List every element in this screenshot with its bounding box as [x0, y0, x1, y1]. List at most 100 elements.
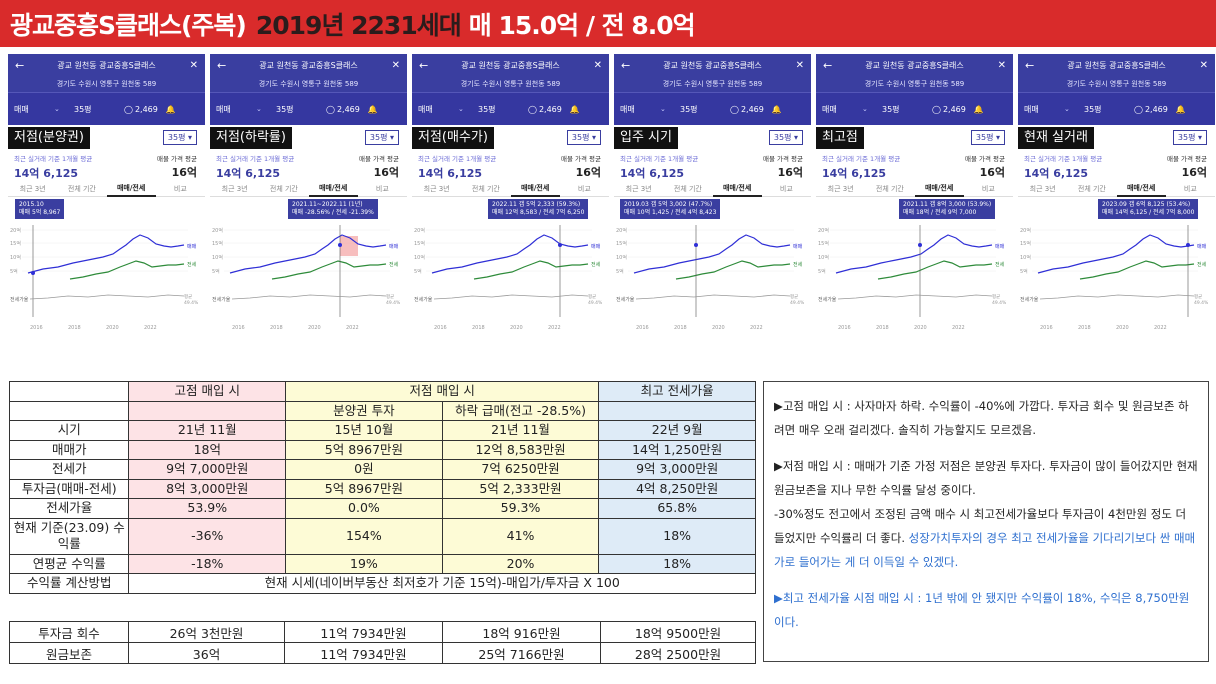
- tab-compare[interactable]: 비교: [981, 184, 995, 193]
- app-header: ← 광교 원천동 광교중흥S클래스 ✕ 경기도 수원시 영통구 원천동 589 …: [1018, 54, 1215, 125]
- size-select-button[interactable]: 35평 ▾: [768, 130, 803, 145]
- back-arrow-icon[interactable]: ←: [621, 58, 631, 72]
- size-dropdown[interactable]: 35평: [1084, 104, 1102, 114]
- comment-button[interactable]: ◯ 2,469: [1134, 105, 1168, 114]
- sale-legend: 매매: [389, 243, 399, 250]
- tab-sale-jeonse[interactable]: 매매/전세: [914, 181, 964, 197]
- trade-type-dropdown[interactable]: 매매: [620, 104, 635, 114]
- bell-icon[interactable]: 🔔: [1175, 104, 1186, 114]
- bell-icon[interactable]: 🔔: [165, 104, 176, 114]
- panel-tag: 저점(매수가): [412, 127, 494, 149]
- x-tick: 2016: [232, 325, 245, 331]
- x-tick: 2020: [106, 325, 119, 331]
- comment-button[interactable]: ◯ 2,469: [932, 105, 966, 114]
- tab-recent[interactable]: 최근 3년: [423, 184, 450, 193]
- tab-all[interactable]: 전체 기간: [1077, 184, 1106, 193]
- comment-button[interactable]: ◯ 2,469: [730, 105, 764, 114]
- size-select-button[interactable]: 35평 ▾: [364, 130, 399, 145]
- bell-icon[interactable]: 🔔: [973, 104, 984, 114]
- close-icon[interactable]: ✕: [593, 59, 602, 71]
- y-tick: 5억: [414, 268, 422, 275]
- close-icon[interactable]: ✕: [997, 59, 1006, 71]
- trade-type-dropdown[interactable]: 매매: [822, 104, 837, 114]
- tab-recent[interactable]: 최근 3년: [827, 184, 854, 193]
- trade-type-dropdown[interactable]: 매매: [14, 104, 29, 114]
- tab-sale-jeonse[interactable]: 매매/전세: [308, 181, 358, 197]
- x-tick: 2016: [1040, 325, 1053, 331]
- y-tick: 20억: [414, 227, 425, 234]
- tab-compare[interactable]: 비교: [779, 184, 793, 193]
- tab-all[interactable]: 전체 기간: [269, 184, 298, 193]
- ratio-avg-label: 평균: [790, 293, 798, 300]
- x-tick: 2018: [674, 325, 687, 331]
- close-icon[interactable]: ✕: [795, 59, 804, 71]
- average-price-value: 16억: [777, 166, 803, 179]
- recent-price-label: 최근 실거래 기준 1개월 평균: [418, 155, 497, 163]
- cell-drop: 25억 7166만원: [442, 642, 601, 664]
- cell-max-ratio: 18%: [598, 553, 756, 574]
- back-arrow-icon[interactable]: ←: [15, 58, 25, 72]
- jeonse-legend: 전세: [187, 261, 197, 268]
- tab-recent[interactable]: 최근 3년: [625, 184, 652, 193]
- trade-type-dropdown[interactable]: 매매: [418, 104, 433, 114]
- y-tick: 5억: [10, 268, 18, 275]
- tab-compare[interactable]: 비교: [1183, 184, 1197, 193]
- back-arrow-icon[interactable]: ←: [1025, 58, 1035, 72]
- recovery-table: 투자금 회수 26억 3천만원 11억 7934만원 18억 916만원 18억…: [9, 621, 756, 664]
- size-select-button[interactable]: 35평 ▾: [970, 130, 1005, 145]
- comment-button[interactable]: ◯ 2,469: [326, 105, 360, 114]
- analysis-notes: ▶고점 매입 시 : 사자마자 하락. 수익률이 -40%에 가깝다. 투자금 …: [763, 381, 1209, 662]
- ratio-avg-label: 평균: [588, 293, 596, 300]
- cell-drop: 41%: [441, 517, 600, 555]
- ratio-label: 전세가율: [818, 296, 837, 303]
- tab-sale-jeonse[interactable]: 매매/전세: [510, 181, 560, 197]
- tab-sale-jeonse[interactable]: 매매/전세: [1116, 181, 1166, 197]
- size-select-button[interactable]: 35평 ▾: [1172, 130, 1207, 145]
- comment-button[interactable]: ◯ 2,469: [124, 105, 158, 114]
- tab-all[interactable]: 전체 기간: [875, 184, 904, 193]
- size-dropdown[interactable]: 35평: [680, 104, 698, 114]
- y-tick: 20억: [1020, 227, 1031, 234]
- tab-all[interactable]: 전체 기간: [673, 184, 702, 193]
- close-icon[interactable]: ✕: [189, 59, 198, 71]
- size-select-button[interactable]: 35평 ▾: [162, 130, 197, 145]
- comment-icon: ◯: [528, 104, 537, 114]
- price-chart-svg: 20억 15억 10억 5억 매매 전세 전세가율: [1020, 225, 1209, 331]
- price-chart-svg: 20억 15억 10억 5억 매매 전세 전세가율: [414, 225, 603, 331]
- x-tick: 2018: [876, 325, 889, 331]
- trade-type-dropdown[interactable]: 매매: [1024, 104, 1039, 114]
- close-icon[interactable]: ✕: [391, 59, 400, 71]
- tab-recent[interactable]: 최근 3년: [1029, 184, 1056, 193]
- jeonse-legend: 전세: [389, 261, 399, 268]
- tab-recent[interactable]: 최근 3년: [221, 184, 248, 193]
- size-dropdown[interactable]: 35평: [882, 104, 900, 114]
- tab-sale-jeonse[interactable]: 매매/전세: [106, 181, 156, 197]
- average-price-label: 매물 가격 평균: [1166, 155, 1207, 163]
- tab-compare[interactable]: 비교: [577, 184, 591, 193]
- back-arrow-icon[interactable]: ←: [823, 58, 833, 72]
- comment-button[interactable]: ◯ 2,469: [528, 105, 562, 114]
- x-tick: 2022: [952, 325, 965, 331]
- trade-type-dropdown[interactable]: 매매: [216, 104, 231, 114]
- size-dropdown[interactable]: 35평: [74, 104, 92, 114]
- tab-recent[interactable]: 최근 3년: [19, 184, 46, 193]
- comment-icon: ◯: [326, 104, 335, 114]
- size-dropdown[interactable]: 35평: [276, 104, 294, 114]
- panel-tag: 저점(분양권): [8, 127, 90, 149]
- tab-compare[interactable]: 비교: [173, 184, 187, 193]
- tab-sale-jeonse[interactable]: 매매/전세: [712, 181, 762, 197]
- back-arrow-icon[interactable]: ←: [419, 58, 429, 72]
- cell-max-ratio: 18억 9500만원: [600, 621, 756, 643]
- back-arrow-icon[interactable]: ←: [217, 58, 227, 72]
- bell-icon[interactable]: 🔔: [569, 104, 580, 114]
- close-icon[interactable]: ✕: [1199, 59, 1208, 71]
- recent-price-value: 14억 6,125: [620, 167, 685, 180]
- tab-all[interactable]: 전체 기간: [67, 184, 96, 193]
- size-select-button[interactable]: 35평 ▾: [566, 130, 601, 145]
- bell-icon[interactable]: 🔔: [771, 104, 782, 114]
- size-dropdown[interactable]: 35평: [478, 104, 496, 114]
- tab-compare[interactable]: 비교: [375, 184, 389, 193]
- tab-all[interactable]: 전체 기간: [471, 184, 500, 193]
- bell-icon[interactable]: 🔔: [367, 104, 378, 114]
- app-screenshot-panel: ← 광교 원천동 광교중흥S클래스 ✕ 경기도 수원시 영통구 원천동 589 …: [816, 54, 1013, 344]
